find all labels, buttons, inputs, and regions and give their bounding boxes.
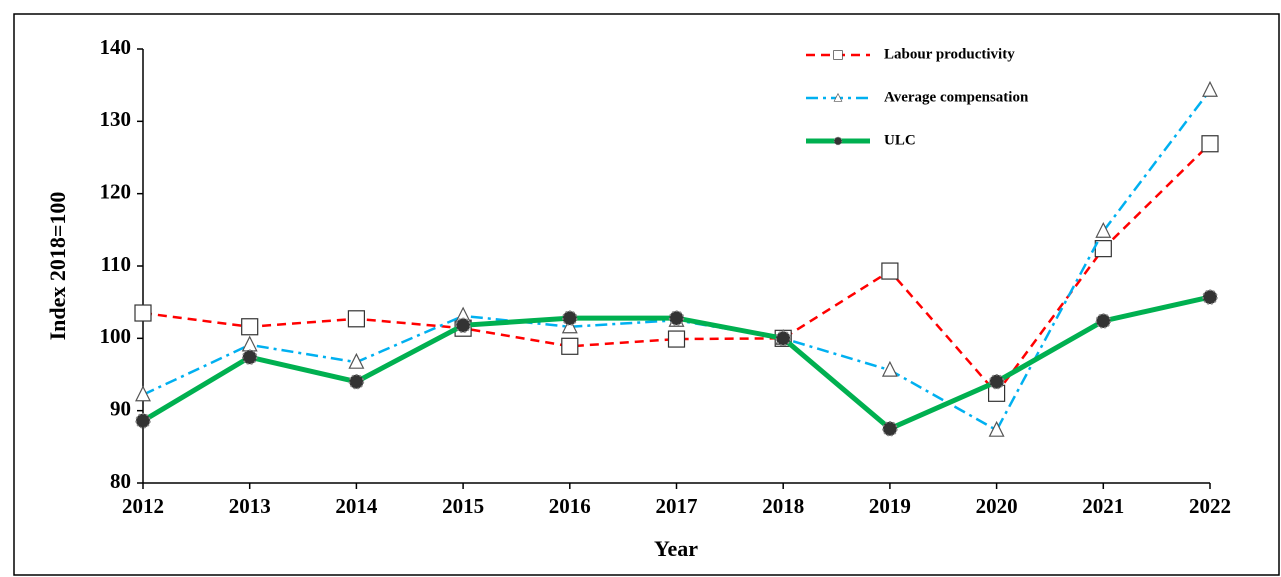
data-point xyxy=(1202,289,1218,305)
y-axis-title: Index 2018=100 xyxy=(45,192,70,341)
legend-label: ULC xyxy=(884,132,916,148)
data-point xyxy=(241,335,258,352)
x-tick-label: 2013 xyxy=(229,494,271,518)
data-point xyxy=(135,385,151,402)
series-line xyxy=(142,142,1211,396)
x-tick-label: 2015 xyxy=(442,494,484,518)
legend-label: Labour productivity xyxy=(884,46,1015,62)
legend-label: Average compensation xyxy=(884,89,1029,105)
x-tick-label: 2019 xyxy=(869,494,911,518)
data-point xyxy=(881,262,899,280)
y-tick-label: 80 xyxy=(110,469,131,493)
data-point xyxy=(668,310,685,326)
data-point xyxy=(1095,313,1112,329)
x-tick-label: 2012 xyxy=(122,494,164,518)
x-tick-label: 2022 xyxy=(1189,494,1231,518)
y-tick-label: 120 xyxy=(100,179,132,203)
legend-marker xyxy=(833,136,843,146)
y-tick-label: 100 xyxy=(100,324,132,348)
data-point xyxy=(1202,80,1218,97)
series-line xyxy=(142,89,1211,432)
data-point xyxy=(455,317,471,334)
x-tick-label: 2020 xyxy=(976,494,1018,518)
data-point xyxy=(775,330,791,347)
chart-border xyxy=(13,13,1280,576)
data-point xyxy=(348,352,365,369)
legend-marker xyxy=(833,50,843,60)
x-tick-label: 2018 xyxy=(762,494,804,518)
data-point xyxy=(135,413,151,429)
data-point xyxy=(667,330,686,348)
x-axis-title: Year xyxy=(654,536,698,561)
data-point xyxy=(561,337,579,355)
x-tick-label: 2014 xyxy=(335,494,378,518)
legend-marker xyxy=(833,92,843,102)
y-tick-label: 140 xyxy=(100,35,132,59)
y-tick-label: 130 xyxy=(100,107,132,131)
x-tick-label: 2017 xyxy=(656,494,698,518)
x-tick-label: 2021 xyxy=(1082,494,1124,518)
y-tick-label: 90 xyxy=(110,396,131,420)
x-tick-label: 2016 xyxy=(549,494,591,518)
data-point xyxy=(1201,135,1219,153)
data-point xyxy=(882,421,898,437)
data-point xyxy=(241,349,258,365)
y-tick-label: 110 xyxy=(101,252,131,276)
data-point xyxy=(1095,221,1112,238)
data-point xyxy=(347,310,365,328)
data-point xyxy=(348,373,365,390)
data-point xyxy=(241,318,259,336)
data-point xyxy=(134,304,152,322)
data-point xyxy=(988,373,1005,390)
data-point xyxy=(988,420,1005,437)
data-point xyxy=(561,317,578,334)
data-point xyxy=(562,310,578,326)
data-point xyxy=(881,360,898,377)
